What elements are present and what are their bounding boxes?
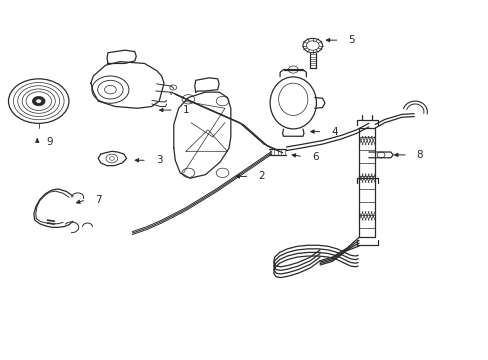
Text: 7: 7 bbox=[95, 195, 101, 205]
Text: 9: 9 bbox=[46, 138, 53, 147]
Text: 2: 2 bbox=[258, 171, 264, 181]
Text: 8: 8 bbox=[416, 150, 423, 160]
Text: 5: 5 bbox=[347, 35, 354, 45]
Circle shape bbox=[32, 96, 45, 106]
Text: 4: 4 bbox=[330, 127, 337, 136]
Circle shape bbox=[36, 99, 41, 103]
Text: 6: 6 bbox=[311, 152, 318, 162]
Text: 3: 3 bbox=[156, 155, 162, 165]
Text: 1: 1 bbox=[182, 105, 189, 115]
